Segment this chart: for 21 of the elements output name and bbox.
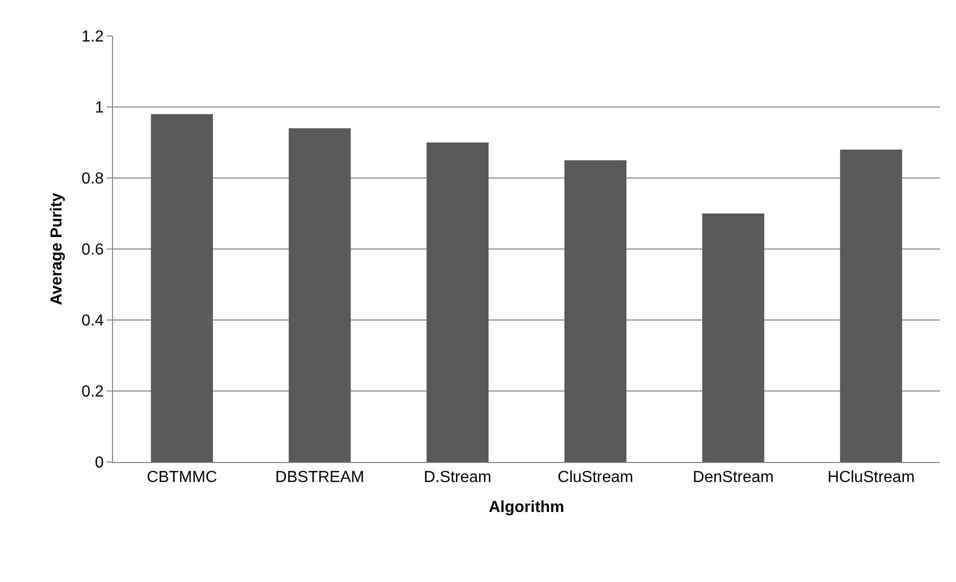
bar [840, 150, 902, 462]
bar [564, 160, 626, 462]
x-tick-label: D.Stream [424, 469, 492, 486]
bar [702, 214, 764, 462]
y-tick-label: 0.4 [82, 312, 104, 330]
bar [150, 114, 213, 462]
y-tick-label: 0.8 [82, 170, 104, 188]
y-tick-label: 1 [94, 100, 104, 117]
y-tick-label: 0.2 [82, 384, 104, 401]
x-tick-label: DenStream [692, 469, 774, 486]
x-tick-label: HCluStream [828, 469, 915, 486]
y-tick-label: 0 [94, 454, 104, 472]
bar [426, 142, 489, 462]
x-tick-label: CluStream [558, 469, 634, 486]
bar [288, 128, 351, 462]
y-axis-title: Average Purity [48, 192, 66, 306]
y-tick-label: 0.6 [82, 242, 104, 259]
x-tick-label: CBTMMC [146, 469, 218, 486]
x-tick-label: DBSTREAM [275, 469, 364, 486]
x-axis-title: Algorithm [488, 498, 564, 516]
y-tick-label: 1.2 [82, 28, 104, 46]
